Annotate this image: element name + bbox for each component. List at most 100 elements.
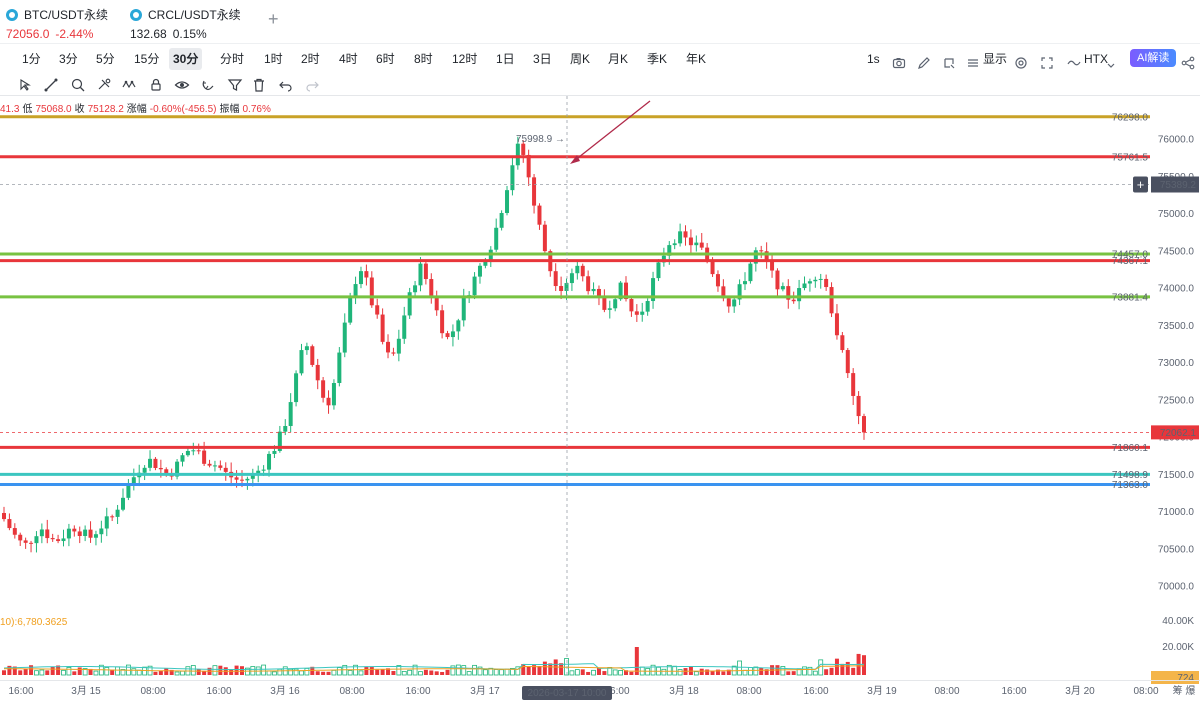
volume-tick-label: 40.00K (1162, 616, 1194, 627)
candle-body (764, 251, 769, 262)
pattern-tool-icon[interactable] (122, 77, 138, 93)
candle-body (315, 364, 320, 381)
candle-body (634, 311, 639, 315)
trash-icon[interactable] (251, 77, 267, 93)
volume-bar (391, 671, 396, 675)
pen-icon[interactable] (917, 52, 931, 74)
timeframe-button[interactable]: 年K (686, 52, 707, 66)
volume-bar (672, 665, 678, 676)
timeframe-button[interactable]: 1分 (22, 52, 41, 66)
timeframe-button[interactable]: 15分 (134, 52, 160, 66)
timeframe-button[interactable]: 3分 (59, 52, 78, 66)
candle-body (542, 224, 547, 252)
filter-icon[interactable] (227, 77, 243, 93)
volume-bar (812, 670, 818, 676)
time-tick-label: 3月 18 (669, 685, 699, 697)
timeframe-button[interactable]: 6时 (376, 52, 395, 66)
volume-bar (510, 667, 515, 676)
candle-body (294, 373, 299, 403)
lock-icon[interactable] (148, 77, 164, 93)
volume-bar (618, 670, 624, 676)
magnet-snap-icon[interactable] (200, 77, 216, 93)
timeframe-button[interactable]: 分时 (220, 52, 245, 66)
candle-body (256, 470, 261, 474)
undo-icon[interactable] (278, 77, 294, 93)
ticker-tab-crcl[interactable]: CRCL/USDT永续 132.68 0.15% (130, 6, 241, 41)
volume-bar (602, 671, 607, 675)
candle-body (223, 467, 228, 472)
timeframe-button[interactable]: 4时 (339, 52, 358, 66)
exchange-icon (1067, 60, 1081, 66)
price-tick-label: 71000.0 (1158, 507, 1195, 518)
candle-body (110, 516, 115, 518)
candle-body (45, 529, 50, 539)
timeframe-button[interactable]: 周K (570, 52, 591, 66)
price-level-label: 71363.0 (1112, 480, 1149, 491)
camera-icon[interactable] (892, 52, 906, 74)
volume-bar (418, 671, 423, 676)
volume-bar (272, 671, 277, 676)
timeframe-button[interactable]: 月K (608, 52, 629, 66)
eye-icon[interactable] (174, 77, 190, 93)
timeframe-button[interactable]: 8时 (414, 52, 433, 66)
candle-body (694, 242, 699, 246)
exchange-select[interactable]: HTX (1084, 52, 1108, 66)
candle-body (715, 274, 720, 287)
magnet-tool-icon[interactable] (96, 77, 112, 93)
volume-bar (499, 669, 505, 676)
candle-body (537, 205, 542, 225)
cursor-tool-icon[interactable] (18, 77, 34, 93)
volume-bar (666, 664, 672, 676)
volume-bar (693, 671, 699, 676)
ruler-tool-icon[interactable] (43, 77, 59, 93)
volume-bar (532, 665, 537, 675)
timeframe-button[interactable]: 1日 (496, 52, 515, 66)
candle-body (23, 540, 28, 543)
interval-button[interactable]: 1s (867, 52, 880, 66)
display-button[interactable]: 显示 (983, 52, 1008, 66)
timeframe-button[interactable]: 2时 (301, 52, 320, 66)
fullscreen-icon[interactable] (1040, 52, 1054, 74)
volume-bar (569, 670, 575, 676)
ticker-tab-btc[interactable]: BTC/USDT永续 72056.0 -2.44% (6, 6, 108, 41)
popout-icon[interactable] (942, 52, 956, 74)
candle-body (386, 341, 391, 353)
volume-bar (677, 669, 683, 676)
redo-icon[interactable] (304, 77, 320, 93)
timeframe-button[interactable]: 1时 (264, 52, 283, 66)
display-icon[interactable] (966, 52, 980, 74)
candle-body (158, 468, 163, 470)
candle-body (526, 154, 531, 178)
annotation-arrow-line (573, 100, 651, 162)
candle-body (72, 528, 77, 532)
timeframe-button[interactable]: 30分 (169, 48, 203, 70)
zoom-tool-icon[interactable] (70, 77, 86, 93)
candle-body (18, 534, 23, 541)
candle-body (321, 380, 326, 398)
timeframe-button[interactable]: 季K (647, 52, 668, 66)
volume-bar (851, 667, 856, 675)
settings-icon[interactable] (1014, 52, 1028, 74)
chevron-down-icon[interactable] (1107, 55, 1115, 77)
time-tick-label: 08:00 (339, 686, 364, 697)
coin-icon (6, 8, 18, 21)
candle-body (337, 352, 342, 384)
candle-body (353, 284, 358, 298)
candle-body (202, 450, 207, 464)
candle-body (115, 509, 120, 517)
volume-bar (212, 665, 218, 676)
time-tick-label: 08:00 (1133, 686, 1158, 697)
timeframe-button[interactable]: 5分 (96, 52, 115, 66)
share-icon[interactable] (1181, 52, 1195, 74)
add-tab-icon[interactable]: + (268, 9, 279, 29)
ai-analysis-button[interactable]: AI解读 (1130, 49, 1177, 67)
volume-bar (61, 669, 66, 676)
candle-body (834, 313, 839, 336)
timeframe-button[interactable]: 3日 (533, 52, 552, 66)
candle-body (683, 231, 688, 238)
timeframe-button[interactable]: 12时 (452, 52, 478, 66)
candle-body (358, 271, 363, 285)
candle-body (862, 416, 866, 433)
